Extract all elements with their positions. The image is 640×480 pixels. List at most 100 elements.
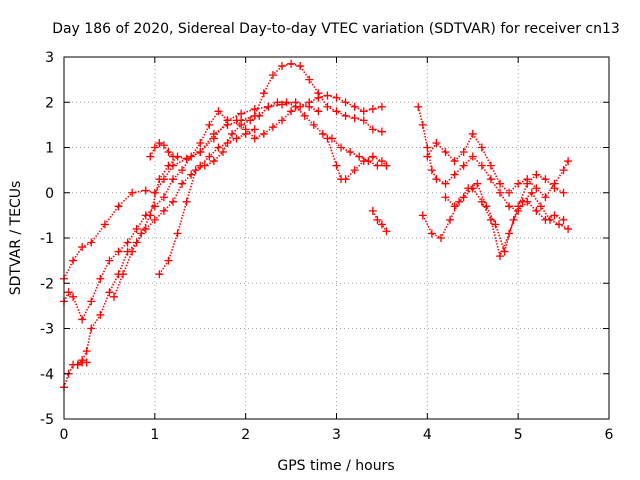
data-point-marker <box>296 62 305 71</box>
data-point-marker <box>441 193 450 202</box>
data-point-marker <box>268 123 277 132</box>
data-point-marker <box>514 202 523 211</box>
series-trace <box>426 132 569 199</box>
data-point-marker <box>105 256 114 265</box>
series-trace <box>63 110 229 322</box>
x-tick-label: 3 <box>332 427 341 443</box>
data-point-marker <box>250 105 259 114</box>
data-point-marker <box>459 193 468 202</box>
data-point-marker <box>341 175 350 184</box>
data-point-marker <box>355 152 364 161</box>
data-point-marker <box>132 238 141 247</box>
data-point-marker <box>246 116 255 125</box>
data-point-marker <box>377 220 386 229</box>
data-point-marker <box>359 157 368 166</box>
data-point-marker <box>182 154 191 163</box>
data-point-marker <box>368 125 377 134</box>
data-point-marker <box>496 179 504 188</box>
series-trace <box>63 128 256 388</box>
data-point-marker <box>532 184 541 193</box>
x-tick-label: 2 <box>241 427 250 443</box>
data-point-marker <box>128 247 137 256</box>
data-point-marker <box>119 270 128 279</box>
data-point-marker <box>64 288 73 297</box>
data-point-marker <box>559 166 568 175</box>
data-point-marker <box>132 224 141 233</box>
data-point-marker <box>550 211 559 220</box>
data-point-marker <box>377 127 386 136</box>
data-point-marker <box>164 148 173 157</box>
data-point-marker <box>259 89 268 98</box>
series-trace <box>422 182 569 255</box>
data-point-marker <box>496 252 504 261</box>
data-point-marker <box>441 179 450 188</box>
series-arc-c <box>60 125 259 392</box>
data-point-marker <box>100 220 109 229</box>
data-point-marker <box>200 161 209 170</box>
data-point-marker <box>287 59 296 68</box>
data-point-marker <box>237 109 246 118</box>
data-point-marker <box>545 215 554 224</box>
series-arc-e <box>109 98 323 301</box>
data-point-marker <box>477 197 486 206</box>
data-point-marker <box>164 256 173 265</box>
data-point-marker <box>159 141 168 150</box>
data-point-marker <box>332 107 341 116</box>
series-trace <box>158 101 387 275</box>
series-arc-g <box>146 138 177 161</box>
data-point-marker <box>228 129 237 138</box>
data-point-marker <box>359 116 368 125</box>
data-point-marker <box>450 202 459 211</box>
data-point-marker <box>178 166 187 175</box>
series-trace <box>444 173 564 259</box>
series-arc-d <box>73 358 91 369</box>
data-point-marker <box>459 161 468 170</box>
data-point-marker <box>87 238 96 247</box>
y-tick-label: 1 <box>45 141 54 157</box>
data-point-marker <box>368 152 377 161</box>
data-point-marker <box>146 211 155 220</box>
data-point-marker <box>368 105 377 114</box>
data-point-marker <box>114 202 123 211</box>
data-point-marker <box>496 188 504 197</box>
data-point-marker <box>486 175 495 184</box>
data-point-marker <box>78 243 87 252</box>
data-point-marker <box>436 234 445 242</box>
data-point-marker <box>350 114 359 123</box>
data-point-marker <box>423 152 432 161</box>
data-point-marker <box>255 111 264 120</box>
data-point-marker <box>182 197 191 206</box>
data-point-marker <box>527 188 536 197</box>
data-point-marker <box>518 197 527 206</box>
data-point-marker <box>505 202 514 211</box>
data-point-marker <box>337 143 346 152</box>
data-point-marker <box>259 129 268 138</box>
data-point-marker <box>278 116 286 125</box>
y-tick-label: -5 <box>40 412 54 428</box>
data-point-marker <box>73 360 82 369</box>
data-point-marker <box>418 120 427 129</box>
data-point-marker <box>305 75 314 84</box>
series-arc-n <box>441 170 568 261</box>
data-point-marker <box>332 93 341 102</box>
data-point-marker <box>477 161 486 170</box>
data-point-marker <box>446 215 455 224</box>
data-point-marker <box>491 220 500 229</box>
data-point-marker <box>69 292 78 301</box>
data-point-marker <box>332 161 341 170</box>
data-point-marker <box>309 120 318 129</box>
series-trace <box>149 142 174 158</box>
data-point-marker <box>214 143 223 152</box>
data-point-marker <box>169 152 177 161</box>
data-point-marker <box>232 134 241 143</box>
data-point-marker <box>268 71 277 80</box>
data-point-marker <box>300 111 309 120</box>
data-point-marker <box>505 229 514 238</box>
data-point-marker <box>314 93 323 102</box>
data-point-marker <box>318 129 327 138</box>
y-tick-label: -1 <box>40 231 54 247</box>
data-point-marker <box>264 102 273 111</box>
data-point-marker <box>296 102 305 111</box>
data-point-marker <box>205 152 214 161</box>
data-point-marker <box>341 111 350 120</box>
